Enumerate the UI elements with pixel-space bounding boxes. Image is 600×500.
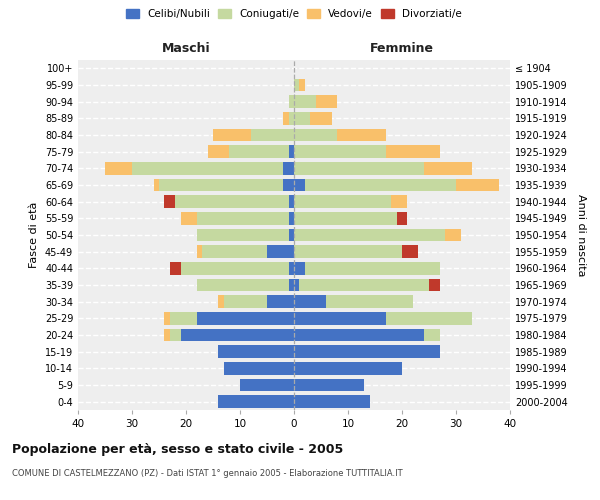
Bar (289, 146, 294, 158)
Y-axis label: Fasce di età: Fasce di età (29, 202, 39, 268)
Bar (337, 129, 386, 141)
Text: Popolazione per età, sesso e stato civile - 2005: Popolazione per età, sesso e stato civil… (12, 442, 343, 456)
Bar (289, 279, 294, 291)
Bar (429, 279, 440, 291)
Bar (424, 162, 472, 174)
Bar (456, 179, 499, 192)
Bar (294, 279, 299, 291)
Bar (164, 312, 170, 324)
Bar (197, 246, 202, 258)
Bar (132, 162, 283, 174)
Bar (251, 129, 294, 141)
Bar (197, 229, 289, 241)
Bar (294, 179, 305, 192)
Bar (224, 362, 294, 374)
Bar (181, 212, 197, 224)
Bar (218, 396, 294, 408)
Bar (154, 179, 159, 192)
Bar (229, 146, 289, 158)
Bar (294, 212, 397, 224)
Bar (294, 229, 445, 241)
Bar (164, 196, 175, 208)
Bar (175, 196, 289, 208)
Bar (289, 196, 294, 208)
Bar (159, 179, 283, 192)
Bar (310, 112, 332, 124)
Bar (181, 262, 289, 274)
Bar (240, 379, 294, 391)
Bar (218, 296, 224, 308)
Bar (267, 296, 294, 308)
Bar (294, 96, 316, 108)
Bar (289, 229, 294, 241)
Bar (213, 129, 251, 141)
Text: COMUNE DI CASTELMEZZANO (PZ) - Dati ISTAT 1° gennaio 2005 - Elaborazione TUTTITA: COMUNE DI CASTELMEZZANO (PZ) - Dati ISTA… (12, 468, 403, 477)
Bar (289, 112, 294, 124)
Bar (294, 146, 386, 158)
Bar (170, 262, 181, 274)
Bar (391, 196, 407, 208)
Bar (105, 162, 132, 174)
Bar (289, 262, 294, 274)
Bar (224, 296, 267, 308)
Bar (294, 162, 424, 174)
Bar (208, 146, 229, 158)
Bar (197, 279, 289, 291)
Bar (181, 329, 294, 341)
Bar (197, 312, 294, 324)
Bar (294, 329, 424, 341)
Y-axis label: Anni di nascita: Anni di nascita (576, 194, 586, 276)
Bar (305, 179, 456, 192)
Bar (283, 179, 294, 192)
Bar (294, 296, 326, 308)
Bar (386, 312, 472, 324)
Bar (289, 212, 294, 224)
Bar (299, 79, 305, 92)
Bar (386, 146, 440, 158)
Bar (294, 112, 310, 124)
Bar (283, 112, 289, 124)
Bar (397, 212, 402, 224)
Bar (267, 246, 294, 258)
Bar (294, 79, 299, 92)
Bar (294, 396, 370, 408)
Bar (402, 246, 418, 258)
Bar (294, 262, 305, 274)
Bar (294, 129, 337, 141)
Legend: Celibi/Nubili, Coniugati/e, Vedovi/e, Divorziati/e: Celibi/Nubili, Coniugati/e, Vedovi/e, Di… (126, 9, 462, 19)
Bar (326, 296, 413, 308)
Bar (164, 329, 170, 341)
Bar (294, 346, 440, 358)
Bar (283, 162, 294, 174)
Bar (445, 229, 461, 241)
Bar (289, 96, 294, 108)
Bar (424, 329, 440, 341)
Bar (294, 379, 364, 391)
Text: Maschi: Maschi (161, 42, 211, 55)
Text: Femmine: Femmine (370, 42, 434, 55)
Bar (294, 312, 386, 324)
Bar (316, 96, 337, 108)
Bar (294, 246, 402, 258)
Bar (294, 196, 391, 208)
Bar (170, 329, 181, 341)
Bar (299, 279, 429, 291)
Bar (202, 246, 267, 258)
Bar (294, 362, 402, 374)
Bar (397, 212, 407, 224)
Bar (218, 346, 294, 358)
Bar (170, 312, 197, 324)
Bar (197, 212, 289, 224)
Bar (305, 262, 440, 274)
